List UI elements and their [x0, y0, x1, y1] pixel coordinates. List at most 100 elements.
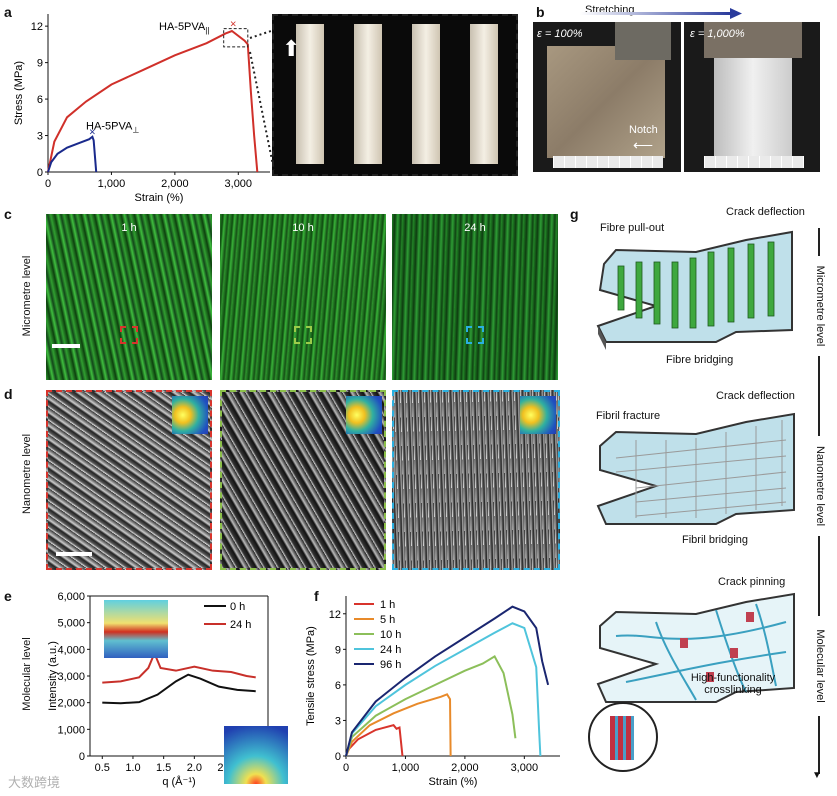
confocal-image-10h: 10 h	[220, 214, 386, 380]
y-axis-label: Intensity (a.u.)	[47, 641, 59, 711]
time-label-1h: 1 h	[121, 222, 137, 234]
scale-bar-c	[52, 344, 80, 348]
y-tick-label: 4,000	[57, 644, 85, 656]
y-tick-label: 3	[37, 131, 43, 143]
label-fibril-fracture: Fibril fracture	[596, 410, 661, 422]
series-line-5	[345, 605, 550, 757]
label-fibril-bridging: Fibril bridging	[682, 534, 749, 546]
waxs-inset-top	[104, 600, 168, 658]
roi-box-1h	[120, 326, 138, 344]
fibre-strip-1	[296, 24, 324, 164]
stretching-arrow-icon	[580, 8, 742, 19]
panel-label-b: b	[536, 4, 545, 20]
series-line-1	[102, 673, 256, 705]
fibre-strip-2	[354, 24, 382, 164]
x-tick-label: 0	[45, 178, 51, 190]
label-crack-deflection-1: Crack deflection	[726, 206, 805, 218]
fibre-photo-panel: ⬆	[272, 14, 518, 176]
schematic-nanometre	[596, 410, 798, 540]
y-axis-label: Stress (MPa)	[13, 61, 25, 125]
schematic-micrometre	[596, 226, 798, 360]
label-fibre-pullout: Fibre pull-out	[600, 222, 665, 234]
y-tick-label: 0	[335, 751, 341, 763]
time-label-24h: 24 h	[464, 222, 486, 234]
x-tick-label: 3,000	[225, 178, 253, 190]
sem-image-1h	[46, 390, 212, 570]
y-tick-label: 6	[335, 680, 341, 692]
grip-top-left	[615, 22, 671, 60]
legend-label-5: 96 h	[380, 659, 401, 671]
panel-label-c: c	[4, 206, 12, 222]
series-label-parallel: HA-5PVA||	[159, 21, 209, 35]
schematic-molecular	[596, 592, 798, 712]
zoom-box	[223, 28, 249, 48]
x-axis-label: Strain (%)	[135, 192, 184, 204]
y-tick-label: 0	[37, 167, 43, 179]
legend-label-4: 24 h	[380, 644, 401, 656]
confocal-image-24h: 24 h	[392, 214, 558, 380]
label-crack-pinning: Crack pinning	[718, 576, 786, 588]
legend-label-3: 10 h	[380, 629, 401, 641]
sem-image-10h	[220, 390, 386, 570]
x-tick-label: 1.0	[125, 762, 140, 774]
y-tick-label: 1,000	[57, 724, 85, 736]
panel-label-g: g	[570, 206, 579, 222]
legend-label-1: 0 h	[230, 601, 245, 613]
x-tick-label: 1,000	[392, 762, 420, 774]
x-tick-label: 2,000	[161, 178, 189, 190]
y-tick-label: 9	[335, 644, 341, 656]
row-label-micrometre: Micrometre level	[21, 255, 33, 337]
chart-f: 0 3 6 9 12 0 1,000 2,000 3,000 Strain (%) Tensile …	[305, 596, 560, 788]
saxs-inset-1h	[172, 396, 208, 434]
fibre-strip-3	[412, 24, 440, 164]
label-crosslinking: High-functionality crosslinking	[674, 672, 792, 696]
x-axis-label: q (Å⁻¹)	[162, 775, 195, 788]
sample-stretched	[714, 52, 792, 156]
photo-strain-100: ε = 100% Notch ⟵	[533, 22, 681, 172]
series-label-perp-sub: ⊥	[132, 125, 139, 134]
legend-label-2: 24 h	[230, 619, 251, 631]
saxs-inset-24h	[520, 396, 556, 434]
chart-e: 0 1,000 2,000 3,000 4,000 5,000 6,000 0.5 1.0 1.5…	[47, 591, 269, 788]
y-tick-label: 0	[79, 751, 85, 763]
roi-box-10h	[294, 326, 312, 344]
legend-label-2: 5 h	[380, 614, 395, 626]
level-axis-arrow-icon: ▼	[812, 770, 822, 781]
y-tick-label: 2,000	[57, 698, 85, 710]
saxs-inset-10h	[346, 396, 382, 434]
watermark-text: 大数跨境	[8, 775, 61, 790]
row-label-nanometre: Nanometre level	[21, 433, 33, 515]
y-tick-label: 3,000	[57, 671, 85, 683]
x-tick-label: 1,000	[98, 178, 126, 190]
ruler-right	[704, 156, 804, 168]
roi-box-24h	[466, 326, 484, 344]
panel-label-d: d	[4, 386, 13, 402]
zoom-dotted-lines	[249, 30, 275, 171]
waxs-inset-bottom	[224, 726, 288, 784]
chart-a: 0 3 6 9 12 0 1,000 2,000 3,000 Strain (%) Stress (…	[13, 14, 270, 204]
series-line-2	[47, 135, 98, 173]
legend-label-1: 1 h	[380, 599, 395, 611]
break-marker-perp: ×	[89, 127, 95, 139]
time-label-10h: 10 h	[292, 222, 314, 234]
crosslink-bundle-icon	[610, 716, 634, 760]
y-tick-label: 6	[37, 94, 43, 106]
y-tick-label: 5,000	[57, 618, 85, 630]
label-crosslinking-line2: crosslinking	[704, 684, 762, 696]
panel-label-e: e	[4, 588, 12, 604]
x-tick-label: 2,000	[451, 762, 479, 774]
ruler-left	[553, 156, 663, 168]
panel-label-a: a	[4, 4, 12, 20]
photo-strain-1000: ε = 1,000%	[684, 22, 820, 172]
y-tick-label: 12	[329, 609, 341, 621]
fibre-strip-4	[470, 24, 498, 164]
y-tick-label: 6,000	[57, 591, 85, 603]
side-label-nanometre: Nanometre level	[814, 436, 826, 536]
series-line-3	[345, 655, 517, 757]
label-fibre-bridging: Fibre bridging	[666, 354, 734, 366]
y-axis-label: Tensile stress (MPa)	[305, 626, 317, 726]
sample-block-100	[547, 46, 665, 158]
series-line-2	[345, 693, 452, 757]
break-marker-parallel: ×	[230, 18, 236, 30]
notch-arrow-icon: ⟵	[633, 137, 654, 153]
